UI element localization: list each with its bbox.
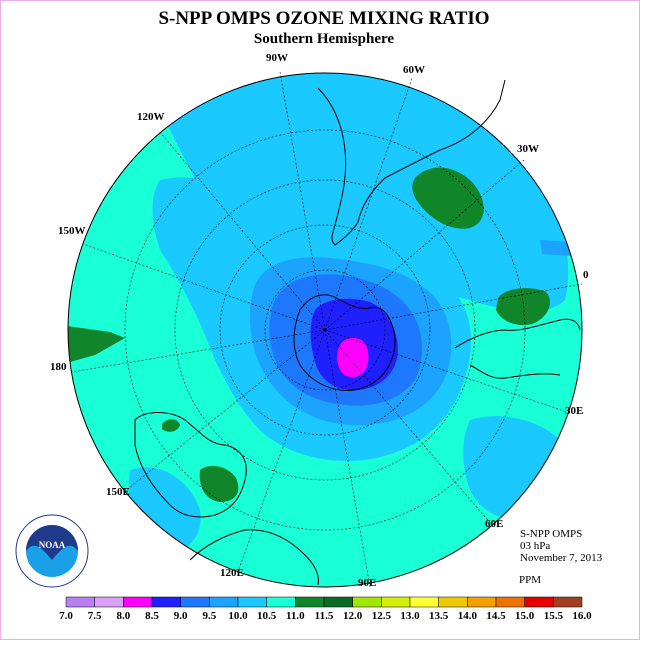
meridian-120e bbox=[237, 329, 326, 573]
field-11-5-atlantic bbox=[412, 167, 484, 229]
colorbar-swatch bbox=[94, 596, 124, 608]
page-subtitle: Southern Hemisphere bbox=[253, 31, 395, 47]
colorbar-tick-label: 14.0 bbox=[458, 610, 478, 622]
colorbar-swatch bbox=[409, 596, 439, 608]
meridian-150w bbox=[82, 243, 326, 331]
label-150w: 150W bbox=[58, 225, 86, 237]
meridian-30e bbox=[324, 329, 568, 413]
label-90e: 90E bbox=[358, 577, 376, 589]
colorbar-tick-label: 8.0 bbox=[116, 610, 130, 622]
colorbar-tick-label: 10.5 bbox=[257, 610, 277, 622]
colorbar-swatch bbox=[237, 596, 267, 608]
australia-coast bbox=[134, 412, 247, 518]
colorbar-swatch bbox=[209, 596, 239, 608]
meridian-60w bbox=[324, 77, 413, 331]
colorbar-swatch bbox=[123, 596, 153, 608]
colorbar-swatch bbox=[266, 596, 296, 608]
label-120e: 120E bbox=[220, 567, 244, 579]
colorbar-swatch bbox=[352, 596, 382, 608]
latitude-ring-2 bbox=[219, 224, 431, 436]
colorbar-swatch bbox=[65, 596, 95, 608]
graticule bbox=[71, 71, 583, 588]
antarctica-coast bbox=[293, 294, 396, 391]
coastlines bbox=[134, 79, 581, 586]
latitude-ring-4 bbox=[124, 129, 526, 531]
label-180: 180 bbox=[50, 361, 67, 373]
south-america-coast bbox=[317, 79, 506, 246]
latitude-ring-1 bbox=[264, 269, 386, 391]
label-120w: 120W bbox=[137, 111, 165, 123]
colorbar-tick-label: 13.5 bbox=[429, 610, 449, 622]
colorbar-swatch bbox=[381, 596, 411, 608]
colorbar-swatch bbox=[524, 596, 554, 608]
field-8-5 bbox=[337, 337, 369, 378]
latitude-ring-3 bbox=[174, 179, 476, 481]
colorbar-tick-label: 15.0 bbox=[515, 610, 535, 622]
colorbar-swatch bbox=[438, 596, 468, 608]
meridian-120w bbox=[159, 131, 326, 331]
label-150e: 150E bbox=[106, 486, 130, 498]
longitude-labels: 90W 60W 30W 0 30E 60E 90E 120E 150E 180 … bbox=[50, 52, 589, 589]
meridian-150e bbox=[123, 329, 326, 493]
label-0: 0 bbox=[583, 269, 589, 281]
units-label: PPM bbox=[519, 574, 542, 586]
field-10-0-small bbox=[540, 240, 572, 256]
logo-text: NOAA bbox=[39, 540, 66, 550]
colorbar-tick-label: 12.0 bbox=[343, 610, 363, 622]
colorbar: 7.0 7.5 8.0 8.5 9.0 9.5 10.0 10.5 11.0 11.5 12.0 12… bbox=[59, 596, 592, 622]
colorbar-swatch bbox=[495, 596, 525, 608]
field-11-5-indian bbox=[496, 288, 550, 326]
colorbar-swatch bbox=[151, 596, 181, 608]
meridian-180 bbox=[71, 329, 326, 373]
date-label: November 7, 2013 bbox=[520, 552, 603, 564]
figure-frame bbox=[0, 0, 640, 640]
colorbar-swatch bbox=[467, 596, 497, 608]
colorbar-swatch bbox=[553, 596, 583, 608]
colorbar-tick-label: 14.5 bbox=[486, 610, 506, 622]
asia-coast bbox=[189, 529, 319, 586]
colorbar-tick-label: 11.5 bbox=[315, 610, 334, 622]
noaa-logo: NOAA bbox=[15, 514, 89, 588]
colorbar-swatch bbox=[323, 596, 353, 608]
colorbar-tick-label: 8.5 bbox=[145, 610, 159, 622]
field-11-5-small bbox=[162, 419, 180, 432]
colorbar-tick-label: 16.0 bbox=[572, 610, 592, 622]
colorbar-tick-label: 7.5 bbox=[88, 610, 102, 622]
meridian-60e bbox=[324, 329, 493, 526]
label-60e: 60E bbox=[485, 518, 503, 530]
colorbar-tick-label: 10.0 bbox=[228, 610, 248, 622]
field-10-5-north bbox=[165, 73, 569, 312]
label-30e: 30E bbox=[565, 405, 583, 417]
meridian-90e bbox=[324, 329, 371, 588]
africa-coast bbox=[454, 318, 581, 379]
field-11-5-pacific bbox=[68, 325, 125, 362]
colorbar-tick-label: 15.5 bbox=[544, 610, 564, 622]
colorbar-tick-label: 7.0 bbox=[59, 610, 73, 622]
meridian-0 bbox=[324, 283, 583, 331]
map-boundary bbox=[67, 72, 583, 588]
colorbar-tick-label: 12.5 bbox=[372, 610, 392, 622]
label-60w: 60W bbox=[403, 64, 425, 76]
colorbar-tick-label: 13.0 bbox=[400, 610, 420, 622]
colorbar-tick-label: 9.5 bbox=[202, 610, 216, 622]
pressure-label: 03 hPa bbox=[520, 540, 551, 552]
colorbar-tick-label: 9.0 bbox=[174, 610, 188, 622]
label-90w: 90W bbox=[266, 52, 288, 64]
colorbar-swatch bbox=[180, 596, 210, 608]
instrument-label: S-NPP OMPS bbox=[520, 528, 583, 540]
label-30w: 30W bbox=[517, 143, 539, 155]
colorbar-tick-label: 11.0 bbox=[286, 610, 305, 622]
logo-bird bbox=[26, 525, 78, 560]
page-title: S-NPP OMPS OZONE MIXING RATIO bbox=[158, 8, 490, 29]
colorbar-swatch bbox=[295, 596, 325, 608]
